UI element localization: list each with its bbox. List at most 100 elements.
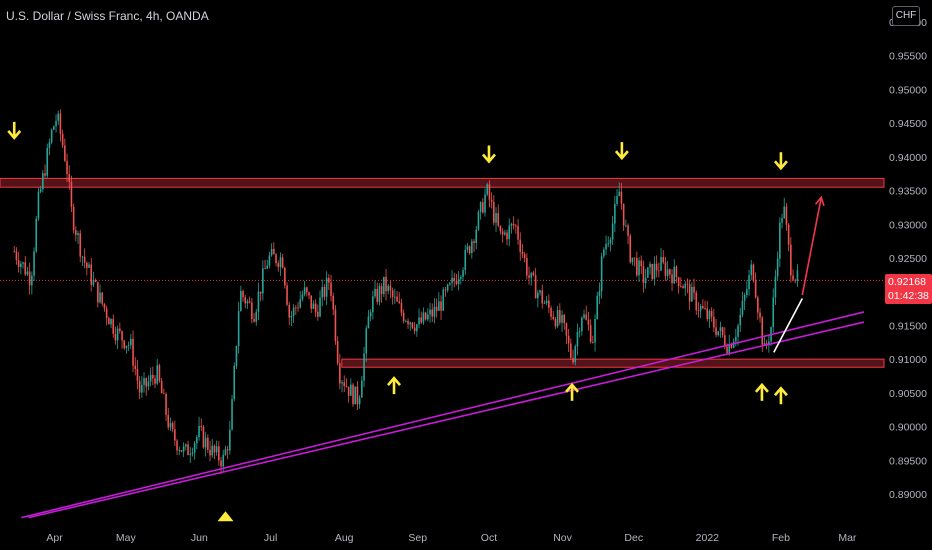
x-tick-label: Oct	[481, 532, 497, 544]
candle-body	[618, 191, 621, 197]
candle-body	[554, 319, 557, 327]
up-arrow	[565, 382, 580, 401]
candle	[31, 271, 33, 295]
candle-body	[488, 184, 491, 200]
candle	[471, 238, 473, 259]
candle-body	[658, 270, 660, 272]
trendline-1	[21, 311, 865, 519]
candle-body	[537, 292, 539, 299]
candle-body	[358, 397, 361, 405]
candle-body	[787, 224, 790, 245]
candle	[365, 325, 368, 362]
candle	[253, 313, 255, 323]
projection-arrow-head	[814, 195, 825, 207]
candle-body	[746, 289, 748, 295]
candle	[266, 259, 269, 270]
candle-body	[688, 284, 691, 302]
candle	[233, 362, 236, 402]
candle	[152, 366, 154, 386]
down-arrow-head	[7, 130, 22, 140]
candle-body	[182, 446, 185, 452]
candle	[598, 282, 601, 305]
candle-body	[281, 257, 284, 268]
candle	[363, 346, 365, 388]
candle-body	[88, 264, 90, 268]
candle	[33, 247, 35, 281]
candle-body	[761, 317, 764, 345]
candle-body	[724, 335, 726, 347]
candle	[317, 304, 319, 321]
candle	[209, 441, 211, 462]
candle-body	[640, 260, 643, 267]
candle	[336, 336, 339, 366]
candle	[358, 395, 361, 409]
candle	[376, 282, 379, 305]
candle-body	[339, 363, 341, 384]
candle-body	[691, 286, 693, 302]
candle-body	[530, 272, 533, 278]
candle	[231, 394, 233, 431]
candle-body	[167, 414, 170, 428]
candle	[684, 281, 687, 296]
candle	[262, 260, 264, 301]
candle	[486, 182, 489, 197]
candle	[715, 318, 717, 338]
candle-body	[418, 317, 420, 325]
candle-body	[204, 437, 207, 448]
candle-body	[299, 299, 302, 308]
candle-body	[116, 328, 119, 341]
candle-body	[233, 365, 236, 400]
candle	[578, 327, 581, 338]
candle-body	[420, 317, 423, 323]
candle	[72, 203, 75, 234]
candle-body	[138, 380, 141, 393]
y-tick-label: 0.90500	[889, 388, 927, 400]
candle-body	[277, 263, 280, 267]
x-tick-label: Sep	[408, 532, 427, 544]
candle	[647, 267, 649, 279]
candle	[482, 198, 484, 214]
candle	[257, 282, 260, 320]
candle	[473, 239, 475, 252]
candle	[251, 297, 253, 324]
candle-body	[145, 378, 148, 387]
up-arrow-head	[387, 376, 402, 386]
candle	[741, 291, 744, 318]
candle	[418, 308, 420, 329]
currency-button[interactable]: CHF	[892, 6, 920, 26]
candle	[603, 247, 605, 259]
candle-body	[226, 449, 229, 451]
candle-body	[633, 257, 636, 259]
candle	[350, 378, 352, 396]
candle	[396, 291, 398, 302]
candle-body	[473, 241, 475, 244]
candle	[224, 445, 227, 456]
candle	[356, 381, 359, 410]
candle-body	[215, 446, 218, 453]
candle-body	[765, 343, 768, 344]
candle-body	[715, 327, 717, 336]
candle-body	[664, 262, 667, 276]
candle-body	[559, 310, 561, 323]
candle	[693, 278, 695, 300]
candle-body	[541, 290, 544, 304]
candle-body	[171, 423, 174, 430]
candle-body	[794, 279, 797, 281]
candle-body	[556, 310, 559, 327]
x-tick-label: Dec	[624, 532, 643, 544]
candle-body	[741, 300, 744, 315]
candle	[187, 440, 189, 456]
candle-body	[587, 319, 590, 326]
candle	[464, 244, 467, 275]
support-zone	[341, 358, 885, 368]
up-arrow	[773, 386, 788, 405]
candle	[310, 295, 313, 313]
candle	[64, 138, 66, 163]
candle	[411, 321, 414, 330]
candle-body	[154, 378, 156, 384]
candle	[277, 260, 280, 272]
y-tick-label: 0.94000	[889, 152, 927, 164]
candle	[550, 305, 552, 321]
candle	[629, 233, 632, 264]
